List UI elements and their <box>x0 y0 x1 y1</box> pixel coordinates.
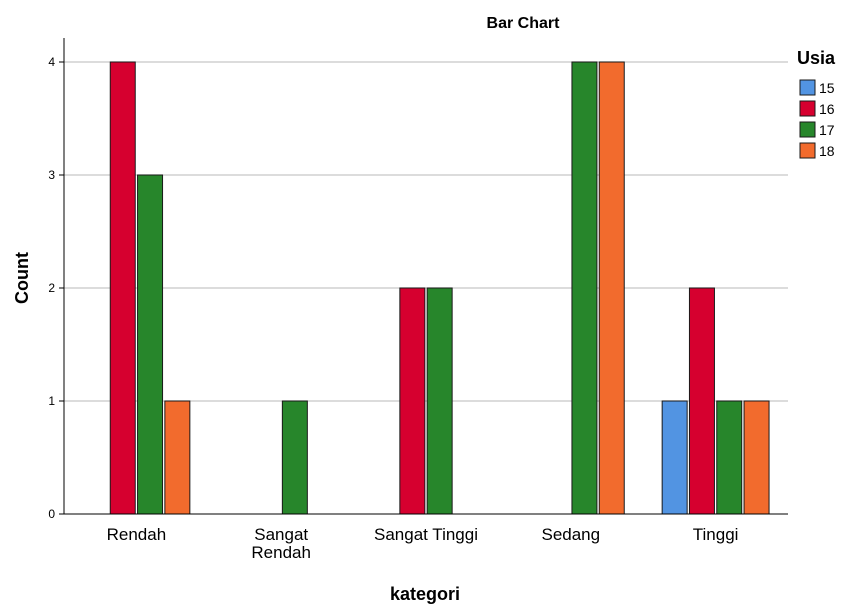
legend-label-18: 18 <box>819 143 835 159</box>
bar-16-2 <box>399 287 426 515</box>
y-tick-label: 2 <box>48 281 55 295</box>
legend-title: Usia <box>797 48 836 68</box>
x-tick-label: Rendah <box>107 525 167 544</box>
bar-17-3 <box>571 61 598 515</box>
x-tick-label: Sangat <box>254 525 308 544</box>
legend-label-15: 15 <box>819 80 835 96</box>
y-tick-label: 3 <box>48 168 55 182</box>
x-tick-label: Tinggi <box>693 525 739 544</box>
bar-15-4 <box>661 400 688 515</box>
x-axis-title: kategori <box>390 584 460 604</box>
bar-16-0 <box>109 61 136 515</box>
legend-swatch-15 <box>799 79 816 96</box>
y-tick-label: 4 <box>48 55 55 69</box>
legend-label-17: 17 <box>819 122 835 138</box>
legend: Usia 15 16 17 18 <box>797 48 836 159</box>
legend-swatch-16 <box>799 100 816 117</box>
legend-swatch-17 <box>799 121 816 138</box>
bar-18-4 <box>743 400 770 515</box>
bar-16-4 <box>688 287 715 515</box>
x-tick-label: Sedang <box>541 525 600 544</box>
legend-label-16: 16 <box>819 101 835 117</box>
chart-title: Bar Chart <box>487 15 561 32</box>
bars <box>109 61 770 515</box>
legend-items: 15 16 17 18 <box>799 79 835 159</box>
y-axis-ticks: 0 1 2 3 4 <box>48 55 64 521</box>
y-tick-label: 1 <box>48 394 55 408</box>
x-tick-label: Sangat Tinggi <box>374 525 478 544</box>
gridlines <box>64 61 788 402</box>
bar-17-0 <box>137 174 164 515</box>
bar-18-3 <box>598 61 625 515</box>
legend-swatch-18 <box>799 142 816 159</box>
bar-17-1 <box>281 400 308 515</box>
bar-18-0 <box>164 400 191 515</box>
bar-17-4 <box>716 400 743 515</box>
bar-17-2 <box>426 287 453 515</box>
y-tick-label: 0 <box>48 507 55 521</box>
y-axis-title: Count <box>12 252 32 304</box>
x-tick-label: Rendah <box>251 543 311 562</box>
